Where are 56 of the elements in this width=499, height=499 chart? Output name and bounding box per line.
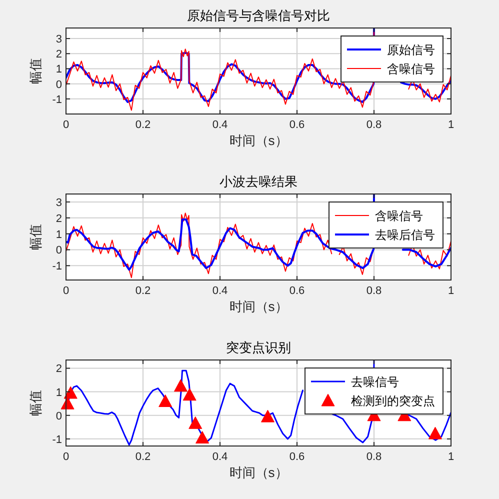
legend-label: 检测到的突变点: [351, 394, 435, 408]
title: 小波去噪结果: [220, 174, 298, 189]
xtick: 0: [62, 285, 70, 297]
point: [188, 416, 202, 429]
ytick: 1: [56, 228, 62, 241]
xtick: 0.2: [135, 119, 151, 131]
title: 原始信号与含噪信号对比: [187, 8, 330, 23]
xtick: 0: [62, 451, 70, 463]
xtick: 0.2: [135, 451, 151, 463]
xtick: 0.4: [212, 285, 228, 297]
point: [196, 431, 210, 444]
point: [60, 396, 74, 410]
xtick: 0.8: [366, 451, 382, 463]
xtick: 0.4: [212, 451, 228, 463]
xtick: 0.8: [366, 285, 382, 297]
xlabel: 时间（s）: [229, 465, 288, 480]
xlabel: 时间（s）: [229, 299, 288, 314]
point: [182, 388, 196, 401]
point: [174, 379, 188, 392]
xtick: 0.6: [289, 451, 305, 463]
xtick: 0: [62, 119, 70, 131]
xtick: 0.2: [135, 285, 151, 297]
ytick: 0: [56, 78, 62, 91]
xtick: 0.6: [289, 285, 305, 297]
ytick: -1: [52, 260, 62, 273]
legend-label: 含噪信号: [375, 209, 423, 223]
ytick: 1: [56, 64, 62, 76]
ytick: 1: [56, 386, 62, 399]
ylabel: 幅值: [28, 58, 43, 84]
ytick: 2: [56, 212, 62, 225]
ylabel: 幅值: [28, 390, 43, 416]
legend-label: 原始信号: [387, 43, 435, 57]
ytick: 0: [56, 244, 62, 257]
xlabel: 时间（s）: [229, 133, 288, 148]
point: [428, 426, 442, 440]
point: [260, 410, 274, 422]
xtick: 1: [448, 119, 454, 131]
ytick: 2: [56, 48, 62, 61]
xtick: 1: [448, 451, 454, 463]
point: [64, 386, 78, 399]
legend-label: 去噪后信号: [375, 228, 435, 242]
xtick: 1: [448, 285, 454, 297]
point: [158, 394, 172, 407]
ytick: 3: [56, 196, 62, 209]
ylabel: 幅值: [28, 224, 43, 250]
ytick: 2: [56, 363, 62, 376]
ytick: 0: [56, 410, 62, 422]
ytick: -1: [52, 94, 62, 106]
xtick: 0.4: [212, 119, 228, 131]
ytick: 3: [56, 34, 62, 46]
xtick: 0.8: [366, 119, 382, 131]
legend-label: 去噪信号: [351, 375, 399, 389]
xtick: 0.6: [289, 119, 305, 131]
ytick: -1: [52, 434, 62, 446]
legend-label: 含噪信号: [387, 62, 435, 76]
title: 突变点识别: [226, 340, 291, 355]
